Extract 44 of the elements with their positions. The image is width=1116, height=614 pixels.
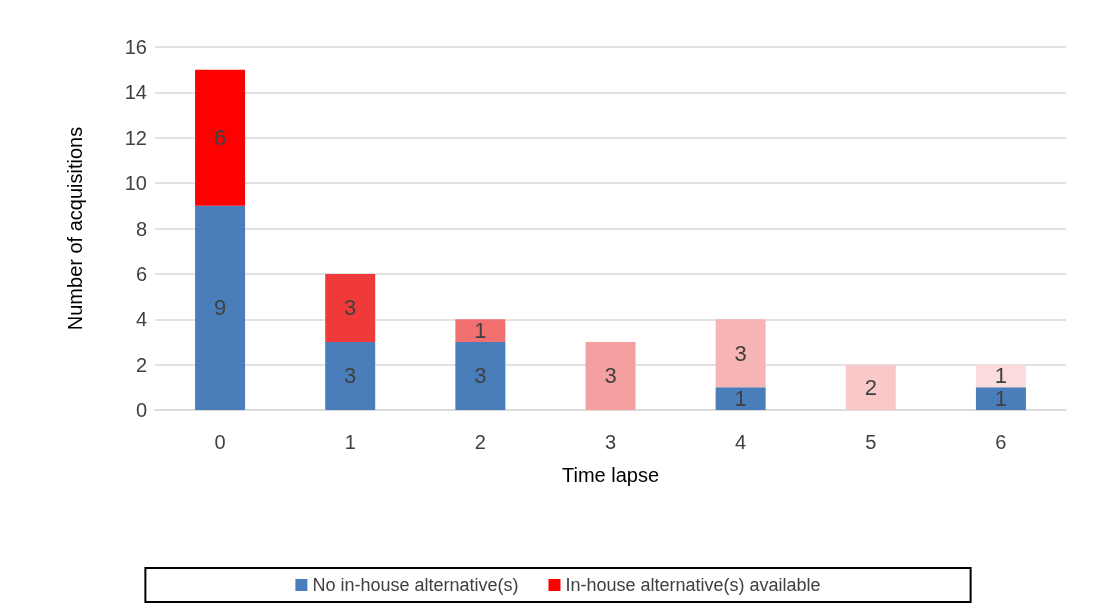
data-label: 1 bbox=[994, 386, 1008, 412]
bar bbox=[195, 205, 246, 410]
x-tick-label: 5 bbox=[865, 431, 877, 453]
bar bbox=[585, 341, 636, 410]
bar bbox=[975, 387, 1026, 410]
bar bbox=[715, 387, 766, 410]
x-tick-label: 4 bbox=[735, 431, 747, 453]
data-label: 1 bbox=[734, 386, 747, 412]
x-tick-label: 6 bbox=[995, 431, 1007, 453]
data-label: 3 bbox=[344, 363, 357, 389]
x-tick-label: 0 bbox=[214, 431, 226, 453]
data-label: 3 bbox=[734, 340, 747, 366]
x-axis-title: Time lapse bbox=[561, 464, 660, 486]
data-label: 1 bbox=[474, 318, 487, 344]
y-tick-label: 14 bbox=[124, 81, 147, 104]
bar bbox=[455, 341, 506, 410]
y-tick-label: 8 bbox=[135, 217, 147, 240]
y-tick-label: 12 bbox=[124, 126, 147, 149]
x-tick-label: 2 bbox=[474, 431, 486, 453]
bar bbox=[325, 341, 376, 410]
y-tick-label: 2 bbox=[135, 353, 147, 376]
data-label: 1 bbox=[994, 363, 1008, 389]
data-label: 3 bbox=[604, 363, 617, 389]
data-label: 9 bbox=[213, 295, 227, 321]
y-axis-title: Number of acquisitions bbox=[64, 126, 86, 331]
bar bbox=[715, 319, 766, 388]
y-tick-label: 4 bbox=[135, 308, 147, 331]
bar bbox=[975, 364, 1026, 388]
bar bbox=[195, 69, 246, 206]
legend-label: In-house alternative(s) available bbox=[565, 575, 821, 595]
data-label: 2 bbox=[864, 374, 877, 400]
bar bbox=[845, 364, 896, 410]
y-tick-label: 16 bbox=[124, 36, 147, 58]
data-label: 6 bbox=[213, 125, 227, 151]
x-tick-label: 1 bbox=[344, 431, 356, 453]
y-tick-label: 6 bbox=[135, 262, 147, 285]
x-tick-label: 3 bbox=[604, 431, 617, 453]
y-tick-label: 10 bbox=[124, 172, 147, 195]
legend-label: No in-house alternative(s) bbox=[312, 575, 519, 595]
bar bbox=[325, 273, 376, 342]
data-label: 3 bbox=[474, 363, 487, 389]
data-label: 3 bbox=[344, 295, 357, 321]
bar bbox=[455, 319, 506, 342]
y-tick-label: 0 bbox=[135, 399, 147, 421]
